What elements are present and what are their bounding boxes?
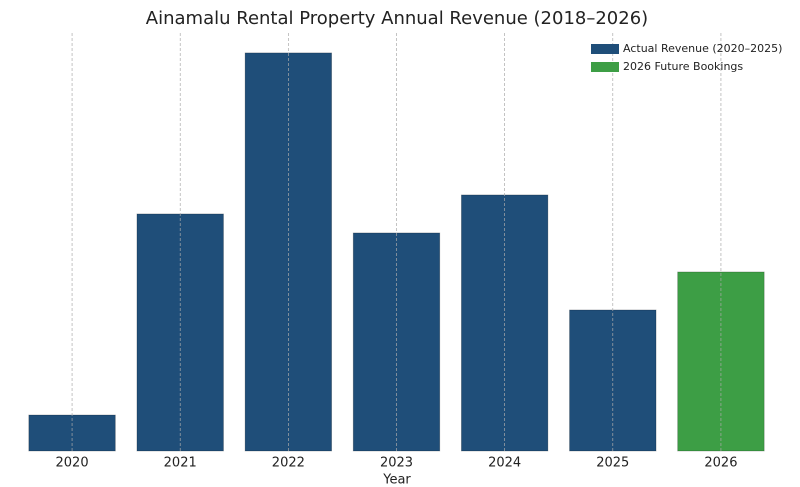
legend-swatch xyxy=(591,62,619,72)
chart-title: Ainamalu Rental Property Annual Revenue … xyxy=(146,8,648,29)
x-tick-label: 2020 xyxy=(56,456,89,471)
x-tick-label: 2026 xyxy=(704,456,737,471)
legend-label: Actual Revenue (2020–2025) xyxy=(623,42,782,55)
bar xyxy=(244,52,333,452)
x-tick-label: 2022 xyxy=(272,456,305,471)
x-axis-label: Year xyxy=(382,473,411,487)
x-tick-label: 2021 xyxy=(164,456,197,471)
bar xyxy=(677,271,765,452)
legend-swatch xyxy=(591,44,619,54)
x-tick-label: 2025 xyxy=(596,456,629,471)
legend-label: 2026 Future Bookings xyxy=(623,60,743,73)
x-tick-label: 2024 xyxy=(488,456,521,471)
x-tick-label: 2023 xyxy=(380,456,413,471)
